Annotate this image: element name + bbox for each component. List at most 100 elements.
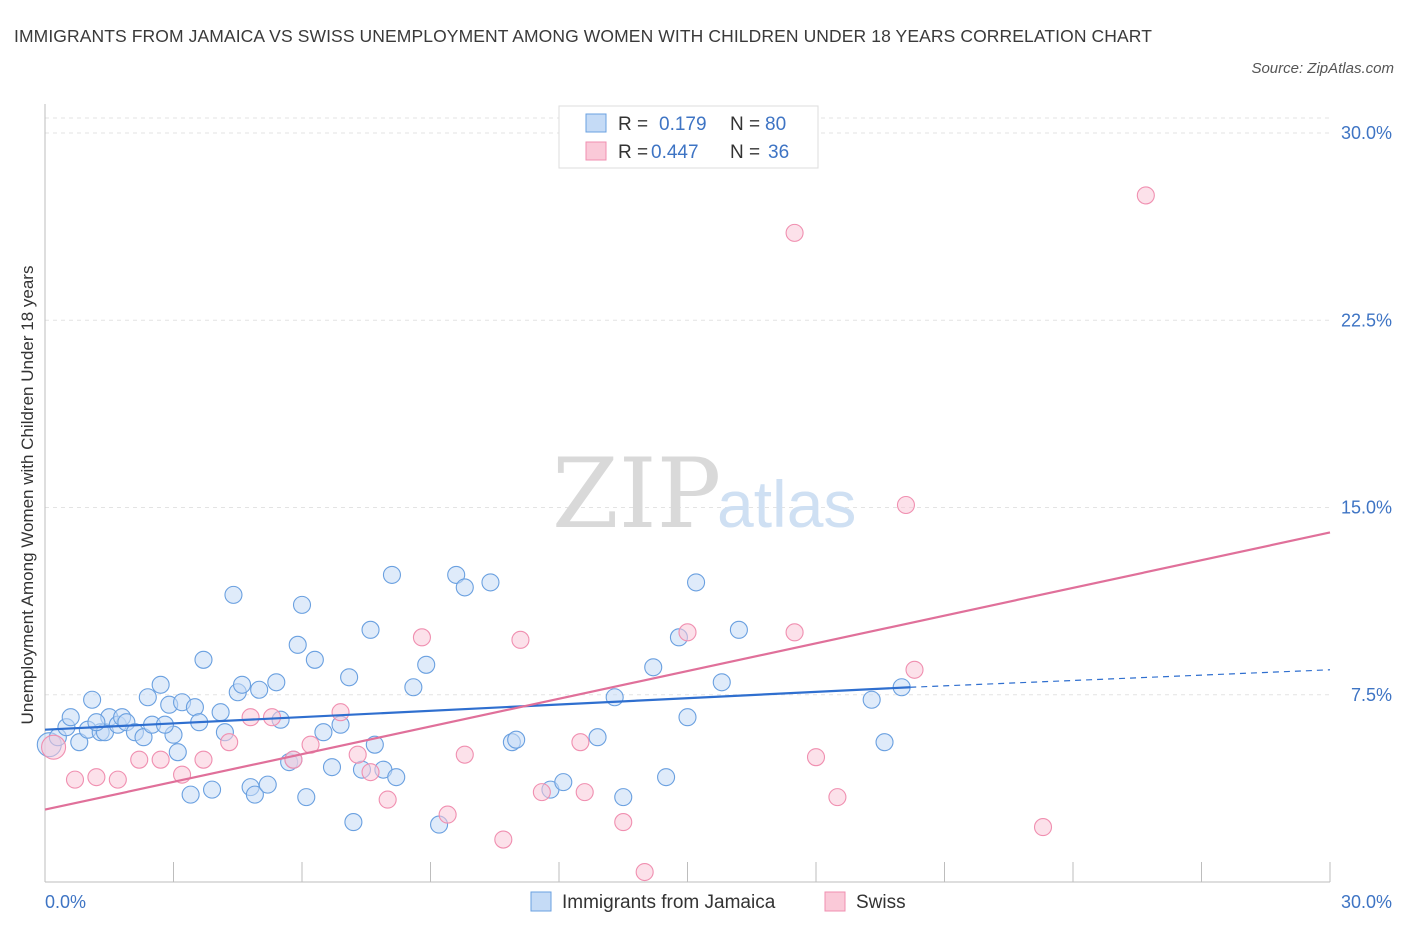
jamaica-point-20 — [168, 743, 187, 762]
legend-n-label-2: N = — [730, 142, 760, 163]
swiss-point-33 — [1033, 818, 1053, 837]
jamaica-point-6 — [83, 690, 102, 709]
watermark: ZIP atlas — [552, 438, 856, 550]
jamaica-point-43 — [305, 650, 324, 669]
jamaica-point-44 — [314, 723, 333, 742]
jamaica-point-47 — [340, 668, 359, 687]
swiss-point-27 — [678, 623, 697, 642]
watermark-zip: ZIP — [552, 438, 721, 550]
jamaica-point-36 — [267, 673, 286, 692]
jamaica-point-65 — [588, 728, 607, 747]
jamaica-point-72 — [729, 620, 748, 639]
jamaica-point-58 — [447, 565, 466, 584]
swiss-point-31 — [896, 495, 916, 515]
jamaica-point-22 — [181, 785, 200, 804]
jamaica-point-27 — [211, 703, 230, 722]
bottom-legend-swatch-swiss — [824, 891, 846, 912]
jamaica-point-50 — [361, 620, 380, 639]
chart-title: IMMIGRANTS FROM JAMAICA VS SWISS UNEMPLO… — [14, 26, 1152, 46]
swiss-point-22 — [532, 783, 551, 802]
jamaica-point-76 — [678, 708, 697, 727]
bottom-legend-swatch-jamaica — [530, 891, 552, 912]
legend-r-value-1: 0.179 — [659, 114, 707, 135]
legend-n-value-1: 80 — [765, 114, 786, 135]
jamaica-point-66 — [605, 688, 624, 707]
source-label: Source: ZipAtlas.com — [1251, 60, 1394, 77]
jamaica-point-4 — [70, 733, 89, 752]
jamaica-point-34 — [250, 680, 269, 699]
swiss-point-3 — [108, 770, 127, 789]
swiss-point-7 — [194, 750, 213, 769]
legend-swatch-jamaica — [585, 113, 607, 133]
x-tick-label-max: 30.0% — [1341, 892, 1392, 912]
jamaica-point-23 — [185, 698, 204, 717]
jamaica-point-25 — [194, 650, 213, 669]
jamaica-point-69 — [657, 768, 676, 787]
bottom-legend: Immigrants from Jamaica Swiss — [530, 891, 906, 913]
jamaica-point-70 — [687, 573, 706, 592]
legend-swatch-swiss — [585, 141, 607, 161]
swiss-point-24 — [575, 783, 594, 802]
jamaica-point-17 — [151, 675, 170, 694]
swiss-point-1 — [65, 770, 85, 789]
jamaica-point-3 — [61, 708, 80, 727]
swiss-point-14 — [348, 745, 367, 764]
legend-box: R = 0.179 N = 80 R = 0.447 N = 36 — [558, 105, 819, 169]
swiss-trend-line — [44, 531, 1331, 811]
watermark-atlas: atlas — [717, 467, 856, 541]
jamaica-point-45 — [322, 758, 342, 777]
swiss-point-29 — [806, 748, 826, 767]
legend-r-label-2: R = — [618, 142, 648, 163]
legend-n-value-2: 36 — [768, 142, 789, 163]
swiss-point-8 — [220, 733, 239, 752]
swiss-point-35 — [785, 223, 804, 242]
legend-r-value-2: 0.447 — [651, 142, 699, 163]
swiss-point-30 — [828, 788, 847, 807]
swiss-point-2 — [87, 768, 106, 787]
jamaica-point-67 — [614, 788, 633, 807]
jamaica-point-42 — [297, 788, 316, 807]
swiss-point-17 — [412, 628, 431, 647]
swiss-point-15 — [361, 763, 380, 782]
swiss-point-21 — [511, 630, 530, 649]
swiss-point-28 — [785, 623, 804, 642]
jamaica-point-68 — [644, 658, 663, 677]
x-tick-label-min: 0.0% — [45, 892, 86, 912]
x-tick-labels: 0.0% 30.0% — [45, 892, 1392, 912]
swiss-point-25 — [614, 813, 633, 832]
jamaica-point-73 — [862, 690, 881, 709]
jamaica-point-55 — [404, 678, 423, 697]
grid-lines — [45, 117, 1330, 696]
jamaica-point-33 — [245, 785, 264, 804]
jamaica-point-41 — [292, 595, 312, 614]
swiss-point-18 — [438, 805, 457, 824]
y-tick-label-3: 30.0% — [1341, 123, 1392, 143]
swiss-point-23 — [571, 733, 590, 752]
swiss-point-34 — [1136, 186, 1155, 205]
jamaica-point-53 — [382, 565, 402, 584]
swiss-point-16 — [378, 790, 397, 809]
jamaica-point-54 — [387, 768, 406, 787]
swiss-point-20 — [494, 830, 513, 849]
swiss-point-26 — [635, 862, 654, 882]
y-tick-label-1: 15.0% — [1341, 498, 1392, 518]
jamaica-point-29 — [224, 585, 243, 604]
jamaica-point-56 — [417, 655, 436, 674]
swiss-point-5 — [151, 750, 170, 769]
swiss-point-19 — [455, 745, 474, 764]
swiss-point-9 — [241, 708, 260, 727]
jamaica-point-14 — [134, 728, 153, 747]
swiss-point-13 — [331, 703, 350, 722]
jamaica-point-26 — [203, 780, 222, 799]
jamaica-point-64 — [554, 773, 573, 792]
jamaica-point-62 — [507, 730, 526, 749]
bottom-legend-swiss: Swiss — [856, 892, 906, 913]
swiss-point-4 — [130, 750, 149, 769]
legend-r-label-1: R = — [618, 114, 648, 135]
jamaica-point-59 — [455, 578, 474, 597]
swiss-point-32 — [905, 660, 924, 679]
jamaica-point-74 — [875, 733, 894, 752]
legend-n-label-1: N = — [730, 114, 760, 135]
bottom-legend-jamaica: Immigrants from Jamaica — [562, 892, 776, 913]
